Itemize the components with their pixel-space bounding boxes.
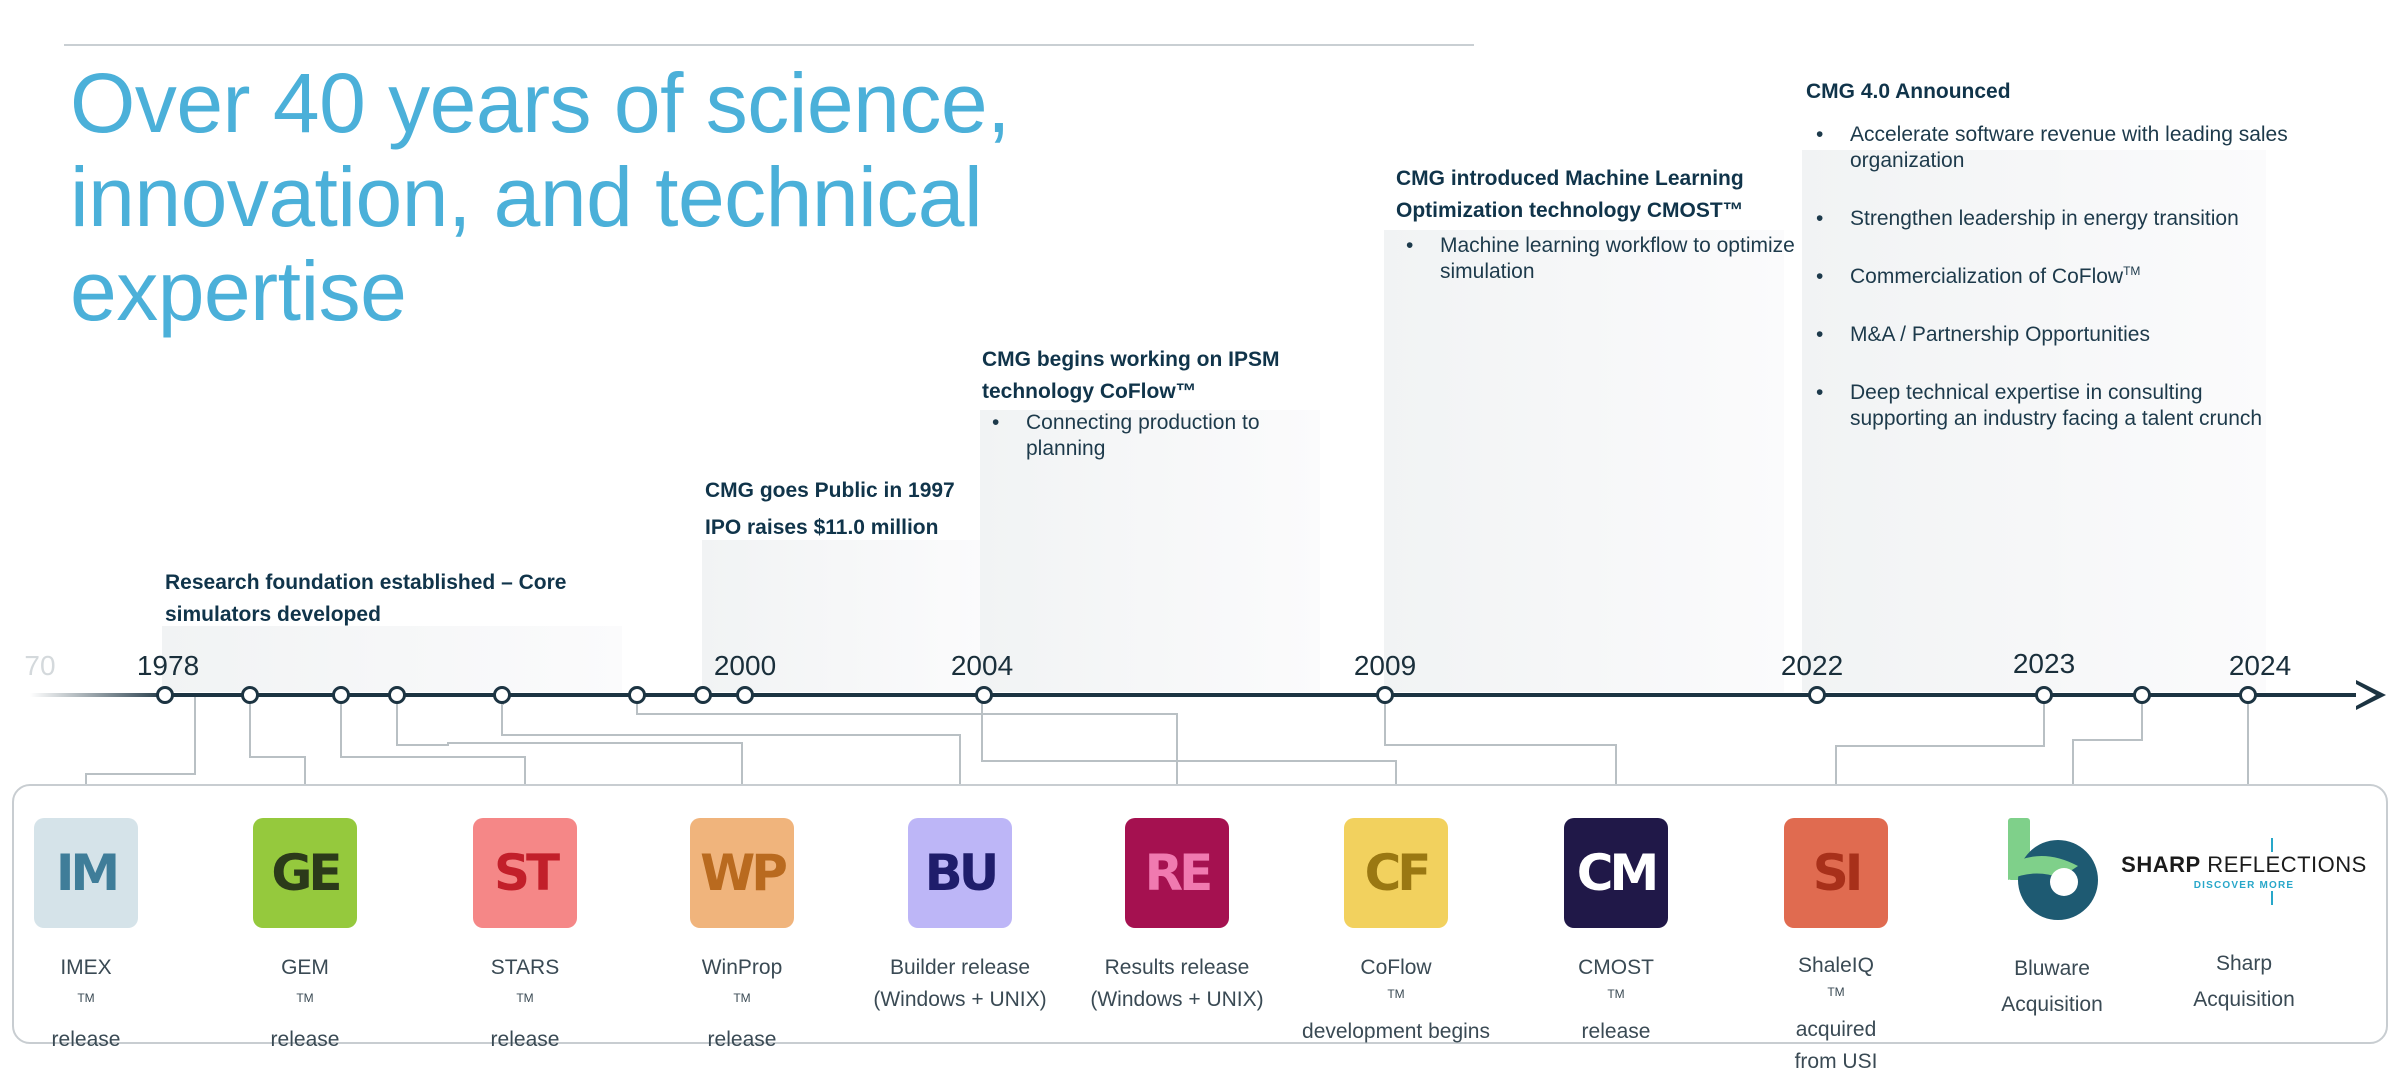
year-label: 2009 <box>1353 650 1417 681</box>
timeline-node <box>2035 686 2053 704</box>
milestone-shade-public <box>702 540 982 692</box>
product-shaleiq: SI ShaleIQ TM acquired from USI <box>1736 818 1936 1078</box>
product-cmost: CM CMOST TM release <box>1516 818 1716 1048</box>
milestone-foundation: Research foundation established – Core s… <box>165 567 625 631</box>
milestone-bullet: Deep technical expertise in consulting s… <box>1806 380 2306 432</box>
milestone-title: CMG begins working on IPSM technology Co… <box>982 348 1280 403</box>
product-label: CMOST TM release <box>1578 956 1654 1043</box>
cmost-logo-icon: CM <box>1564 818 1668 928</box>
milestone-bullet: Connecting production to planning <box>982 410 1322 462</box>
year-label: 1978 <box>136 650 200 681</box>
product-label: Builder release (Windows + UNIX) <box>873 956 1047 1011</box>
milestone-title: CMG introduced Machine Learning Optimiza… <box>1396 167 1744 222</box>
product-label: Sharp Acquisition <box>2193 952 2295 1011</box>
results-logo-icon: RE <box>1125 818 1229 928</box>
year-label: 2024 <box>2228 650 2292 681</box>
coflow-logo-icon: CF <box>1344 818 1448 928</box>
year-label: 2022 <box>1780 650 1844 681</box>
product-label: Bluware Acquisition <box>2001 957 2103 1016</box>
timeline-node <box>241 686 259 704</box>
timeline-node <box>493 686 511 704</box>
bluware-logo-icon <box>2008 818 2098 920</box>
product-label: ShaleIQ TM acquired from USI <box>1794 954 1878 1073</box>
milestone-bullet: Machine learning workflow to optimize si… <box>1396 233 1796 285</box>
milestone-title: CMG 4.0 Announced <box>1806 80 2011 103</box>
timeline-node <box>2239 686 2257 704</box>
milestone-shade-ml <box>1384 230 1784 692</box>
product-results: RE Results release (Windows + UNIX) <box>1077 818 1277 1016</box>
timeline-node <box>694 686 712 704</box>
milestone-ipsm: CMG begins working on IPSM technology Co… <box>982 344 1322 462</box>
timeline-axis <box>30 693 2368 697</box>
product-label: WinProp TM release <box>701 956 783 1051</box>
product-label: IMEX TM release <box>51 956 121 1051</box>
timeline-node <box>1376 686 1394 704</box>
gem-logo-icon: GE <box>253 818 357 928</box>
product-label: Results release (Windows + UNIX) <box>1090 956 1264 1011</box>
timeline-node <box>1808 686 1826 704</box>
product-gem: GE GEM TM release <box>205 818 405 1058</box>
imex-logo-icon: IM <box>34 818 138 928</box>
builder-logo-icon: BU <box>908 818 1012 928</box>
sharp-reflections-logo: SHARP REFLECTIONS DISCOVER MORE <box>2121 816 2366 926</box>
year-label: 2000 <box>713 650 777 681</box>
product-stars: ST STARS TM release <box>425 818 625 1058</box>
sharp-logo-bar <box>2271 837 2273 852</box>
year-label: 70 <box>24 650 56 681</box>
milestone-title: Research foundation established – Core s… <box>165 571 567 626</box>
year-label: 2004 <box>950 650 1014 681</box>
timeline-node <box>2133 686 2151 704</box>
page-title: Over 40 years of science, innovation, an… <box>70 56 1010 338</box>
milestone-shade-foundation <box>162 626 622 692</box>
milestone-title: CMG goes Public in 1997 IPO raises $11.0… <box>705 479 955 539</box>
timeline-node <box>628 686 646 704</box>
milestone-bullet: Strengthen leadership in energy transiti… <box>1806 206 2306 232</box>
product-coflow: CF CoFlow TM development begins <box>1296 818 1496 1048</box>
timeline-arrow-icon <box>2356 680 2386 710</box>
timeline-node <box>388 686 406 704</box>
timeline-node <box>332 686 350 704</box>
product-imex: IM IMEX TM release <box>0 818 186 1058</box>
shaleiq-logo-icon: SI <box>1784 818 1888 928</box>
product-label: STARS TM release <box>490 956 560 1051</box>
milestone-public: CMG goes Public in 1997 IPO raises $11.0… <box>705 472 1005 546</box>
milestone-bullet: Accelerate software revenue with leading… <box>1806 122 2306 174</box>
stars-logo-icon: ST <box>473 818 577 928</box>
product-bluware: Bluware Acquisition <box>1952 816 2152 1023</box>
year-label: 2023 <box>2012 648 2076 679</box>
top-divider <box>64 44 1474 46</box>
product-label: CoFlow TM development begins <box>1302 956 1490 1043</box>
winprop-logo-icon: WP <box>690 818 794 928</box>
sharp-logo-bar <box>2271 890 2273 905</box>
milestone-cmg4: CMG 4.0 Announced Accelerate software re… <box>1806 76 2306 464</box>
product-winprop: WP WinProp TM release <box>642 818 842 1058</box>
product-sharp: SHARP REFLECTIONS DISCOVER MORE Sharp Ac… <box>2114 816 2374 1018</box>
product-builder: BU Builder release (Windows + UNIX) <box>860 818 1060 1016</box>
timeline-node <box>156 686 174 704</box>
product-label: GEM TM release <box>270 956 340 1051</box>
products-panel <box>12 784 2388 1044</box>
timeline-node <box>736 686 754 704</box>
timeline-node <box>975 686 993 704</box>
milestone-bullet: M&A / Partnership Opportunities <box>1806 322 2306 348</box>
milestone-ml: CMG introduced Machine Learning Optimiza… <box>1396 163 1796 285</box>
milestone-bullet: Commercialization of CoFlowTM <box>1806 264 2306 290</box>
